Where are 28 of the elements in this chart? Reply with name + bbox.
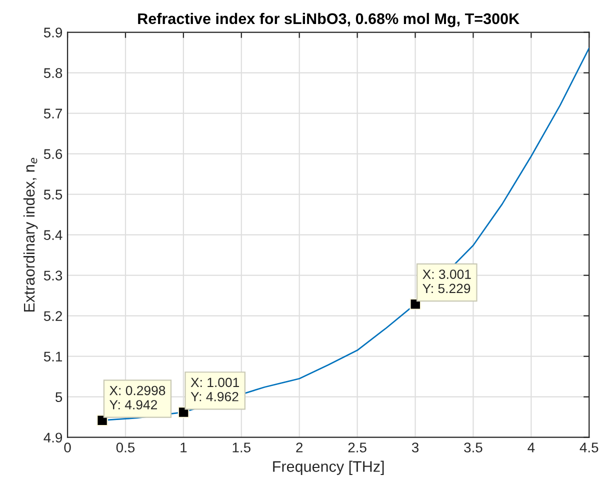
x-tick-label: 0 <box>64 442 71 452</box>
y-tick-label: 5.7 <box>44 108 62 118</box>
point <box>410 298 422 310</box>
y-tick-label: 5.4 <box>44 230 62 240</box>
y-tick-label: 5.1 <box>44 352 62 362</box>
x-tick-label: 0.5 <box>116 442 135 452</box>
annotation: X: 0.2998 Y: 4.942 <box>110 386 166 410</box>
x-tick-label: 4 <box>528 442 535 452</box>
x-tick-label: 1 <box>180 442 187 452</box>
annotation: X: 1.001 Y: 4.962 <box>190 378 240 402</box>
y-tick-label: 5.9 <box>44 28 62 38</box>
chart-title: Refractive index for sLiNbO3, 0.68% mol Mg, T=300K <box>138 12 520 28</box>
y-axis-title: Extraordinary index, n$_{e}$ <box>23 158 38 312</box>
annotation: X: 3.001 Y: 5.229 <box>422 270 471 294</box>
x-tick-label: 2 <box>296 442 303 452</box>
x-tick-label: 1.5 <box>232 442 250 452</box>
y-tick-label: 5.8 <box>44 68 62 78</box>
x-tick-label: 2.5 <box>348 442 366 452</box>
y-tick-label: 5.3 <box>44 270 62 281</box>
x-axis-title: Frequency [THz] <box>273 460 384 475</box>
x-tick-label: 3.5 <box>464 442 482 452</box>
y-tick-label: 5.5 <box>44 190 62 200</box>
x-tick-label: 3 <box>412 442 419 452</box>
y-tick-label: 4.9 <box>44 432 62 443</box>
x-tick-label: 4.5 <box>580 442 598 452</box>
y-tick-label: 5 <box>56 392 62 402</box>
y-tick-label: 5.2 <box>44 311 62 322</box>
y-tick-label: 5.6 <box>44 149 62 159</box>
